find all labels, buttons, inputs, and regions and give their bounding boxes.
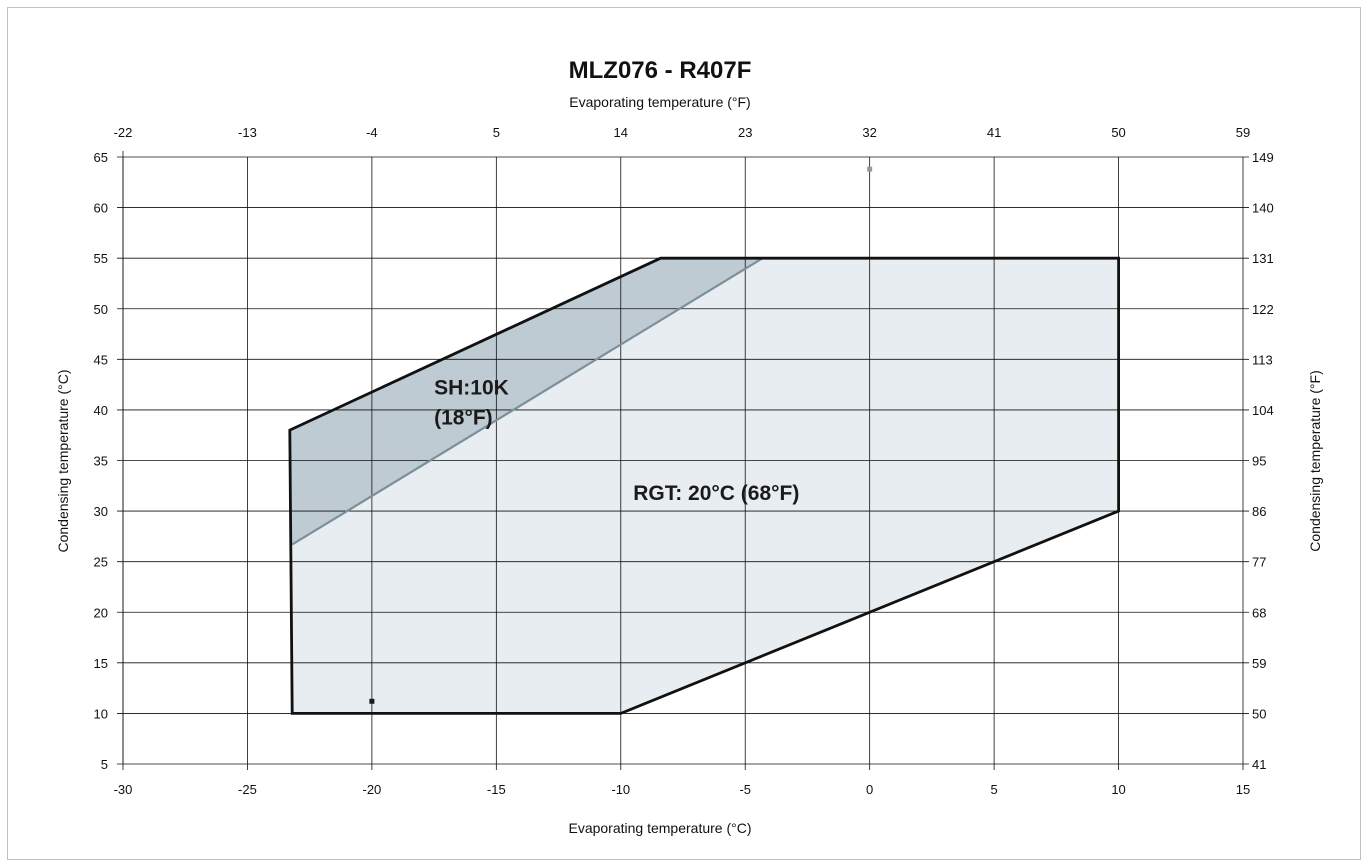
markers	[369, 166, 873, 704]
x2-tick-label-3: 5	[493, 125, 500, 140]
y-tick-label-4: 25	[94, 555, 108, 570]
x-tick-label-8: 10	[1111, 782, 1125, 797]
x2-tick-label-0: -22	[114, 125, 133, 140]
y2-tick-label-11: 140	[1252, 201, 1274, 216]
y2-tick-label-12: 149	[1252, 150, 1274, 165]
x-tick-label-5: -5	[739, 782, 751, 797]
y-tick-label-8: 45	[94, 352, 108, 367]
x2-tick-label-9: 59	[1236, 125, 1250, 140]
x2-tick-label-5: 23	[738, 125, 752, 140]
x-tick-label-4: -10	[611, 782, 630, 797]
annotations: SH:10K (18°F) RGT: 20°C (68°F)	[434, 377, 799, 505]
y-tick-label-9: 50	[94, 302, 108, 317]
x2-axis-label: Evaporating temperature (°F)	[569, 94, 750, 110]
y-tick-label-11: 60	[94, 201, 108, 216]
envelope-outline-layer	[288, 256, 1120, 715]
y2-axis-label: Condensing temperature (°F)	[1307, 370, 1323, 551]
envelope-outline	[288, 256, 1120, 715]
superheat-boundary-line	[291, 257, 764, 546]
x-tick-label-0: -30	[114, 782, 133, 797]
y-tick-label-5: 30	[94, 504, 108, 519]
y2-tick-label-8: 113	[1252, 352, 1273, 367]
y2-tick-label-5: 86	[1252, 504, 1266, 519]
y-tick-label-3: 20	[94, 605, 108, 620]
x2-tick-label-6: 32	[862, 125, 876, 140]
x-tick-label-6: 0	[866, 782, 873, 797]
x-tick-label-3: -15	[487, 782, 506, 797]
x-tick-label-9: 15	[1236, 782, 1250, 797]
y2-tick-label-1: 50	[1252, 706, 1266, 721]
annotation-1-line-0: RGT: 20°C (68°F)	[633, 482, 799, 505]
y2-tick-label-0: 41	[1252, 757, 1266, 772]
marker-0	[369, 698, 375, 704]
x2-tick-label-8: 50	[1111, 125, 1125, 140]
x-tick-label-7: 5	[990, 782, 997, 797]
annotation-0: SH:10K (18°F)	[434, 377, 509, 430]
y-tick-label-10: 55	[94, 251, 108, 266]
x2-tick-label-2: -4	[366, 125, 378, 140]
y2-tick-label-9: 122	[1252, 302, 1274, 317]
y2-tick-label-3: 68	[1252, 605, 1266, 620]
x-tick-label-1: -25	[238, 782, 257, 797]
y-tick-label-2: 15	[94, 656, 108, 671]
y-tick-label-6: 35	[94, 454, 108, 469]
y2-tick-label-6: 95	[1252, 454, 1266, 469]
marker-1	[867, 166, 873, 172]
x2-tick-label-4: 14	[614, 125, 628, 140]
y2-tick-label-7: 104	[1252, 403, 1274, 418]
y2-tick-label-10: 131	[1252, 251, 1274, 266]
x2-tick-label-7: 41	[987, 125, 1001, 140]
chart-frame	[7, 7, 1361, 860]
tick-labels: -30 -25 -20 -15 -10 -5 0 5 10 15 -22 -13 -4 5 14 23 32 41…	[94, 125, 1274, 797]
x-tick-label-2: -20	[362, 782, 381, 797]
x2-tick-label-1: -13	[238, 125, 257, 140]
y2-tick-label-4: 77	[1252, 555, 1266, 570]
x-axis-label: Evaporating temperature (°C)	[568, 820, 751, 836]
y-axis-label: Condensing temperature (°C)	[55, 369, 71, 552]
y-tick-label-7: 40	[94, 403, 108, 418]
y2-tick-label-2: 59	[1252, 656, 1266, 671]
y-tick-label-12: 65	[94, 150, 108, 165]
annotation-0-line-1: (18°F)	[434, 407, 493, 430]
annotation-1: RGT: 20°C (68°F)	[633, 482, 799, 505]
y-tick-label-1: 10	[94, 706, 108, 721]
chart-title: MLZ076 - R407F	[569, 57, 752, 84]
y-tick-label-0: 5	[101, 757, 108, 772]
annotation-0-line-0: SH:10K	[434, 377, 509, 400]
